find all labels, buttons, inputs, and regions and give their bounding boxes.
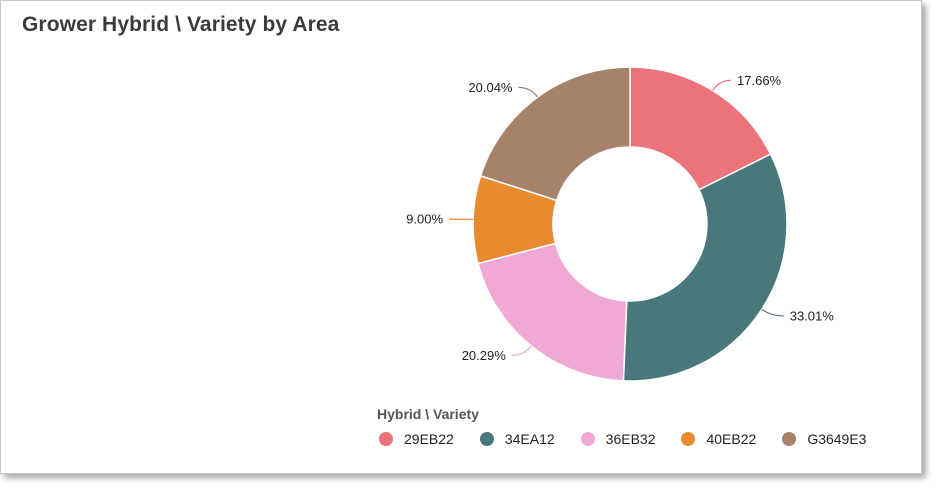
legend-item-34EA12[interactable]: 34EA12 (479, 431, 555, 447)
donut-chart: 17.66% 33.01% 20.29% 9.00% 20.04% (406, 66, 835, 382)
legend-item-G3649E3[interactable]: G3649E3 (782, 431, 866, 447)
slice-label-40EB22: 9.00% (406, 212, 443, 227)
slice-label-G3649E3: 20.04% (468, 80, 513, 95)
slice-36EB32[interactable] (477, 242, 628, 382)
legend-label: 34EA12 (504, 431, 555, 447)
legend-label: 29EB22 (404, 431, 454, 447)
leader-line-29EB22 (712, 79, 732, 91)
legend-item-36EB32[interactable]: 36EB32 (580, 431, 656, 447)
leader-line-34EA12 (761, 308, 784, 317)
slice-G3649E3[interactable] (479, 66, 631, 202)
legend-swatch (681, 432, 696, 446)
leader-line-G3649E3 (518, 86, 539, 98)
leader-line-36EB32 (511, 345, 532, 357)
legend-swatch (479, 432, 494, 446)
chart-title: Grower Hybrid \ Variety by Area (22, 13, 340, 36)
legend-swatch (782, 432, 797, 446)
slice-label-34EA12: 33.01% (790, 309, 835, 324)
legend-label: 36EB32 (605, 431, 656, 447)
slice-label-29EB22: 17.66% (737, 73, 782, 88)
legend-swatch (379, 432, 393, 446)
legend-title: Hybrid \ Variety (377, 406, 479, 422)
legend: 29EB22 34EA12 36EB32 40EB22 G3649E3 (379, 431, 866, 447)
slice-label-36EB32: 20.29% (462, 348, 507, 363)
slice-29EB22[interactable] (629, 66, 772, 191)
slice-34EA12[interactable] (622, 153, 788, 382)
legend-label: G3649E3 (807, 431, 867, 447)
legend-item-40EB22[interactable]: 40EB22 (681, 431, 756, 447)
chart-card: Grower Hybrid \ Variety by Area 17.66% 33… (0, 0, 922, 474)
legend-label: 40EB22 (706, 431, 757, 447)
legend-swatch (580, 432, 595, 446)
legend-item-29EB22[interactable]: 29EB22 (379, 431, 454, 447)
